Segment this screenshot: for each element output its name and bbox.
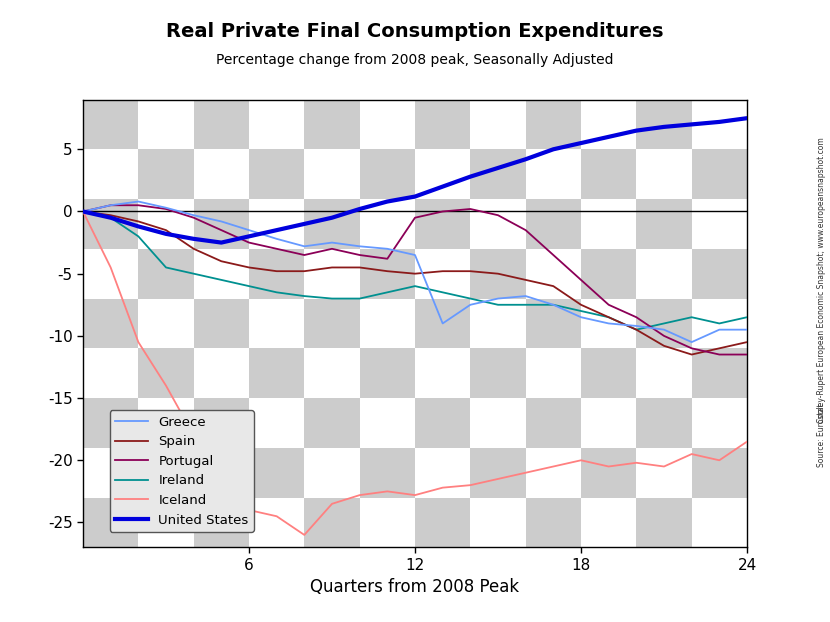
Text: Cooley-Rupert European Economic Snapshot; www.europeansnapshot.com: Cooley-Rupert European Economic Snapshot… (817, 137, 826, 423)
Bar (691, 448, 747, 498)
Bar (471, 149, 525, 199)
Bar (83, 299, 139, 348)
Bar (83, 100, 139, 149)
Bar (471, 348, 525, 398)
Bar (637, 199, 691, 249)
X-axis label: Quarters from 2008 Peak: Quarters from 2008 Peak (310, 578, 520, 596)
Legend: Greece, Spain, Portugal, Ireland, Iceland, United States: Greece, Spain, Portugal, Ireland, Icelan… (110, 411, 254, 532)
Bar (471, 249, 525, 299)
Bar (415, 199, 471, 249)
Bar (637, 100, 691, 149)
Bar (83, 199, 139, 249)
Bar (415, 100, 471, 149)
Bar (359, 149, 415, 199)
Bar (305, 199, 359, 249)
Bar (581, 448, 637, 498)
Bar (581, 149, 637, 199)
Bar (359, 249, 415, 299)
Bar (691, 249, 747, 299)
Text: Real Private Final Consumption Expenditures: Real Private Final Consumption Expenditu… (166, 22, 664, 41)
Bar (637, 299, 691, 348)
Bar (193, 100, 249, 149)
Bar (139, 348, 193, 398)
Bar (415, 299, 471, 348)
Bar (525, 498, 581, 547)
Bar (691, 149, 747, 199)
Bar (139, 149, 193, 199)
Bar (249, 149, 305, 199)
Bar (525, 398, 581, 448)
Bar (525, 299, 581, 348)
Bar (305, 498, 359, 547)
Bar (691, 348, 747, 398)
Bar (193, 299, 249, 348)
Bar (305, 299, 359, 348)
Bar (139, 249, 193, 299)
Text: Percentage change from 2008 peak, Seasonally Adjusted: Percentage change from 2008 peak, Season… (217, 53, 613, 67)
Bar (249, 249, 305, 299)
Bar (249, 348, 305, 398)
Bar (83, 498, 139, 547)
Bar (415, 498, 471, 547)
Bar (471, 448, 525, 498)
Bar (359, 348, 415, 398)
Bar (305, 100, 359, 149)
Bar (581, 249, 637, 299)
Text: Source: Eurostat: Source: Eurostat (817, 404, 826, 467)
Bar (581, 348, 637, 398)
Bar (415, 398, 471, 448)
Bar (193, 498, 249, 547)
Bar (193, 199, 249, 249)
Bar (249, 448, 305, 498)
Bar (359, 448, 415, 498)
Bar (83, 398, 139, 448)
Bar (637, 398, 691, 448)
Bar (139, 448, 193, 498)
Bar (305, 398, 359, 448)
Bar (525, 100, 581, 149)
Bar (193, 398, 249, 448)
Bar (637, 498, 691, 547)
Bar (525, 199, 581, 249)
